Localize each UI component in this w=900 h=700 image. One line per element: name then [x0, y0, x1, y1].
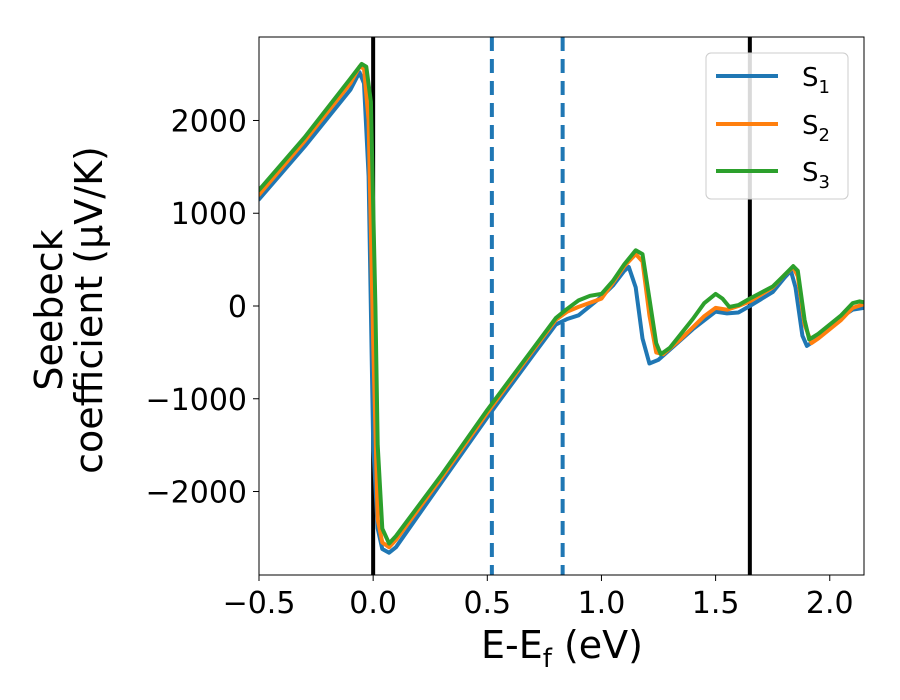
x-tick-label: 1.0 — [578, 586, 626, 621]
x-tick-label: 2.0 — [806, 586, 854, 621]
y-tick-label: −2000 — [146, 476, 247, 511]
y-tick-label: 2000 — [171, 104, 247, 139]
y-axis-label: Seebeck coefficient (μV/K) — [27, 146, 111, 474]
x-tick-label: 1.5 — [692, 586, 740, 621]
y-tick-label: 0 — [228, 290, 247, 325]
series-line-s3 — [259, 61, 864, 546]
legend-label-s2: S2 — [802, 111, 830, 146]
legend-label-s3: S3 — [802, 158, 830, 193]
axis-ticks: −0.5 0.0 0.5 1.0 1.5 2.0 −2000 −1000 0 1000 2000 — [146, 104, 854, 621]
y-tick-label: 1000 — [171, 197, 247, 232]
x-tick-label: −0.5 — [223, 586, 296, 621]
legend-label-s1: S1 — [802, 63, 830, 98]
x-axis-label: E-Ef (eV) — [481, 623, 643, 674]
y-axis-label-line-2: coefficient (μV/K) — [67, 146, 111, 474]
x-tick-label: 0.5 — [463, 586, 511, 621]
y-axis-label-line-1: Seebeck — [27, 229, 71, 390]
x-tick-label: 0.0 — [349, 586, 397, 621]
legend: S1 S2 S3 — [705, 52, 849, 200]
y-tick-label: −1000 — [146, 383, 247, 418]
plot-area — [259, 37, 864, 575]
